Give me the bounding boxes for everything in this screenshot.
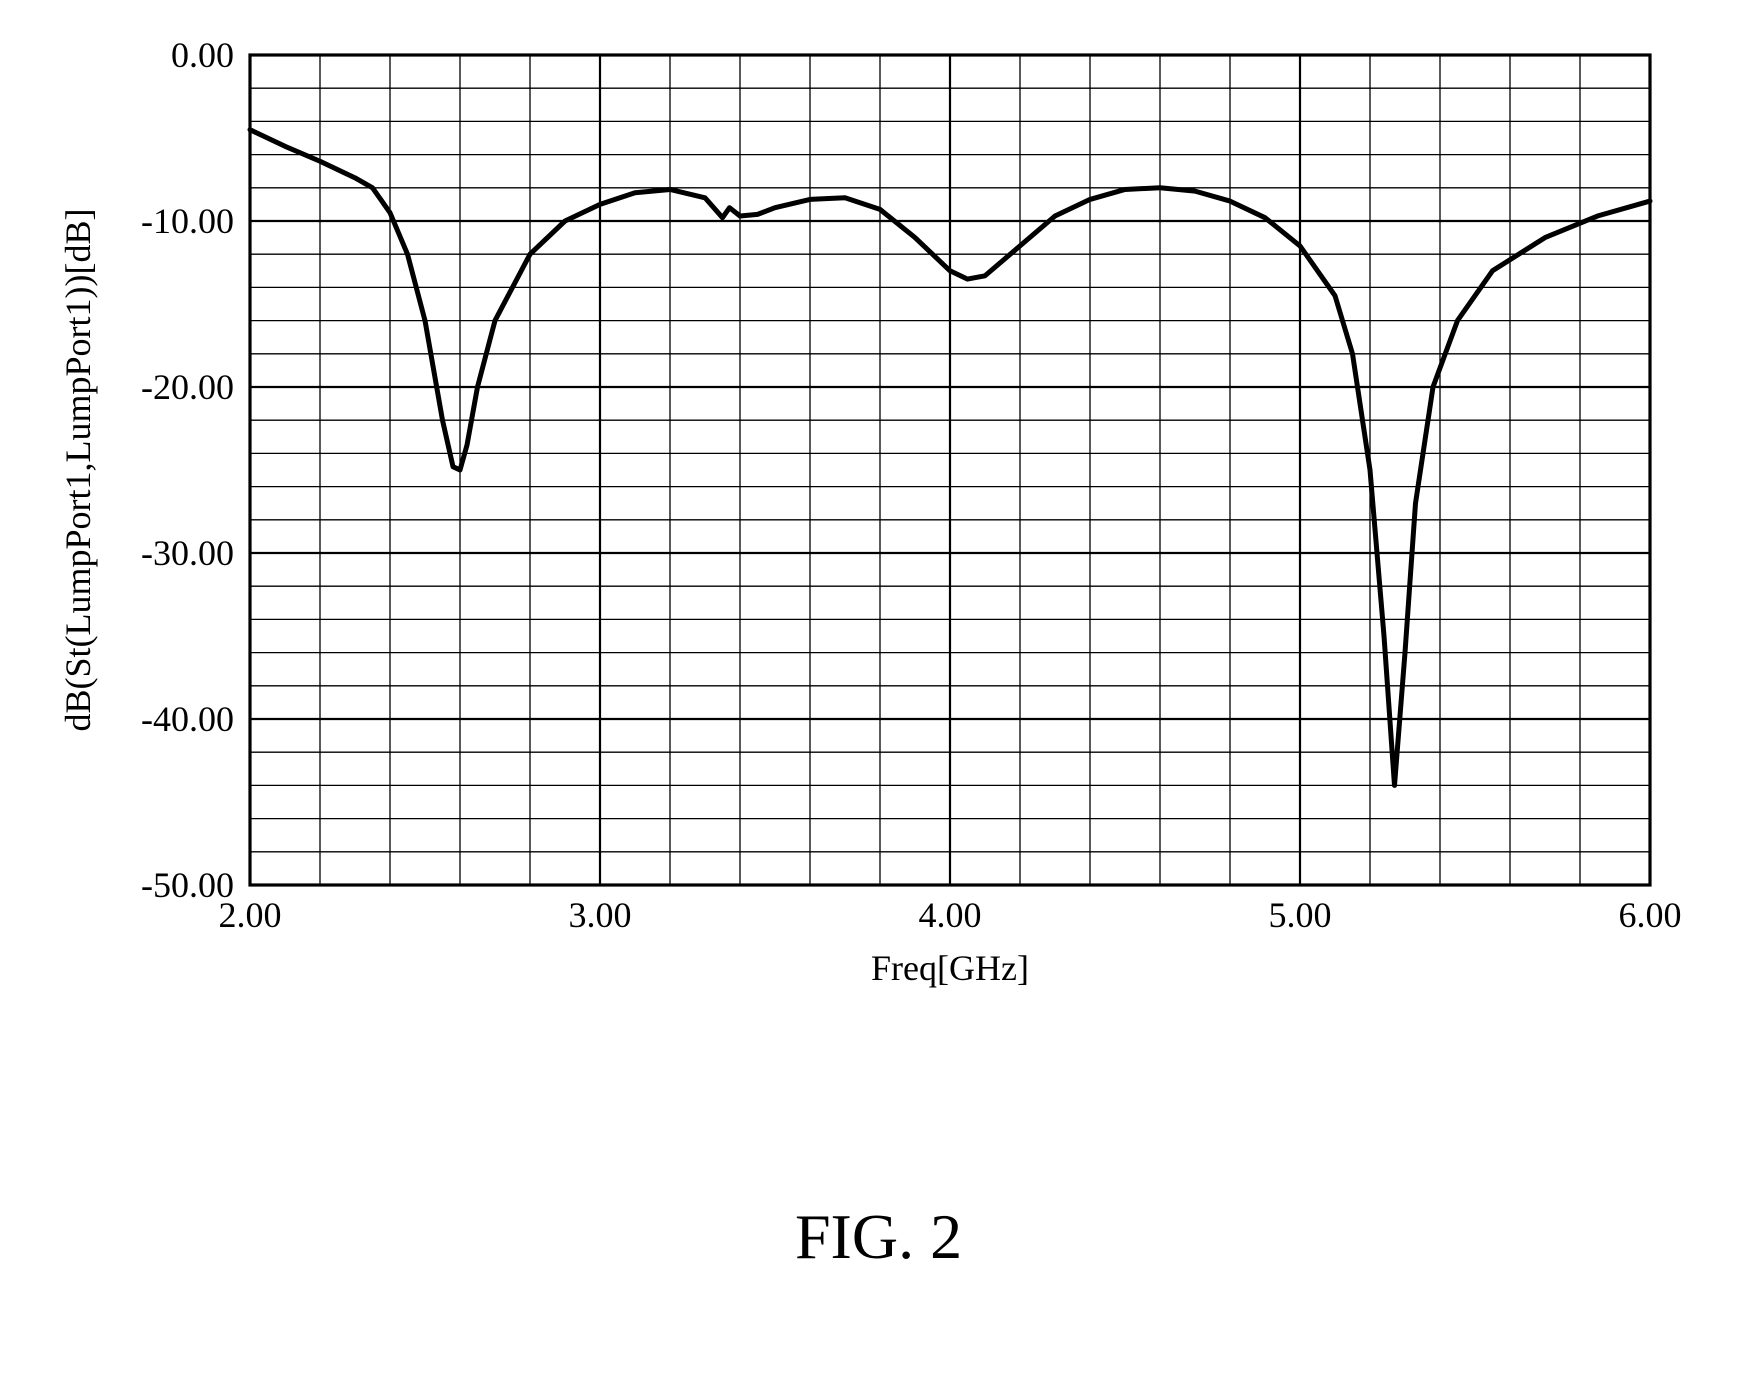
y-tick-label: -40.00 <box>141 699 234 739</box>
s11-line-chart: 2.003.004.005.006.000.00-10.00-20.00-30.… <box>50 30 1710 1030</box>
y-tick-label: -30.00 <box>141 533 234 573</box>
x-tick-labels: 2.003.004.005.006.00 <box>219 895 1682 935</box>
x-axis-label: Freq[GHz] <box>871 948 1029 988</box>
x-tick-label: 5.00 <box>1269 895 1332 935</box>
y-axis-label: dB(St(LumpPort1,LumpPort1))[dB] <box>58 209 98 732</box>
x-tick-label: 6.00 <box>1619 895 1682 935</box>
x-tick-label: 3.00 <box>569 895 632 935</box>
x-tick-label: 4.00 <box>919 895 982 935</box>
y-tick-label: 0.00 <box>171 35 234 75</box>
y-tick-label: -10.00 <box>141 201 234 241</box>
figure-caption: FIG. 2 <box>0 1200 1757 1274</box>
y-tick-label: -20.00 <box>141 367 234 407</box>
chart-container: 2.003.004.005.006.000.00-10.00-20.00-30.… <box>50 30 1710 1035</box>
y-tick-label: -50.00 <box>141 865 234 905</box>
page: 2.003.004.005.006.000.00-10.00-20.00-30.… <box>0 0 1757 1382</box>
y-tick-labels: 0.00 -10.00 -20.00 -30.00 -40.00 -50.00 <box>141 35 234 905</box>
